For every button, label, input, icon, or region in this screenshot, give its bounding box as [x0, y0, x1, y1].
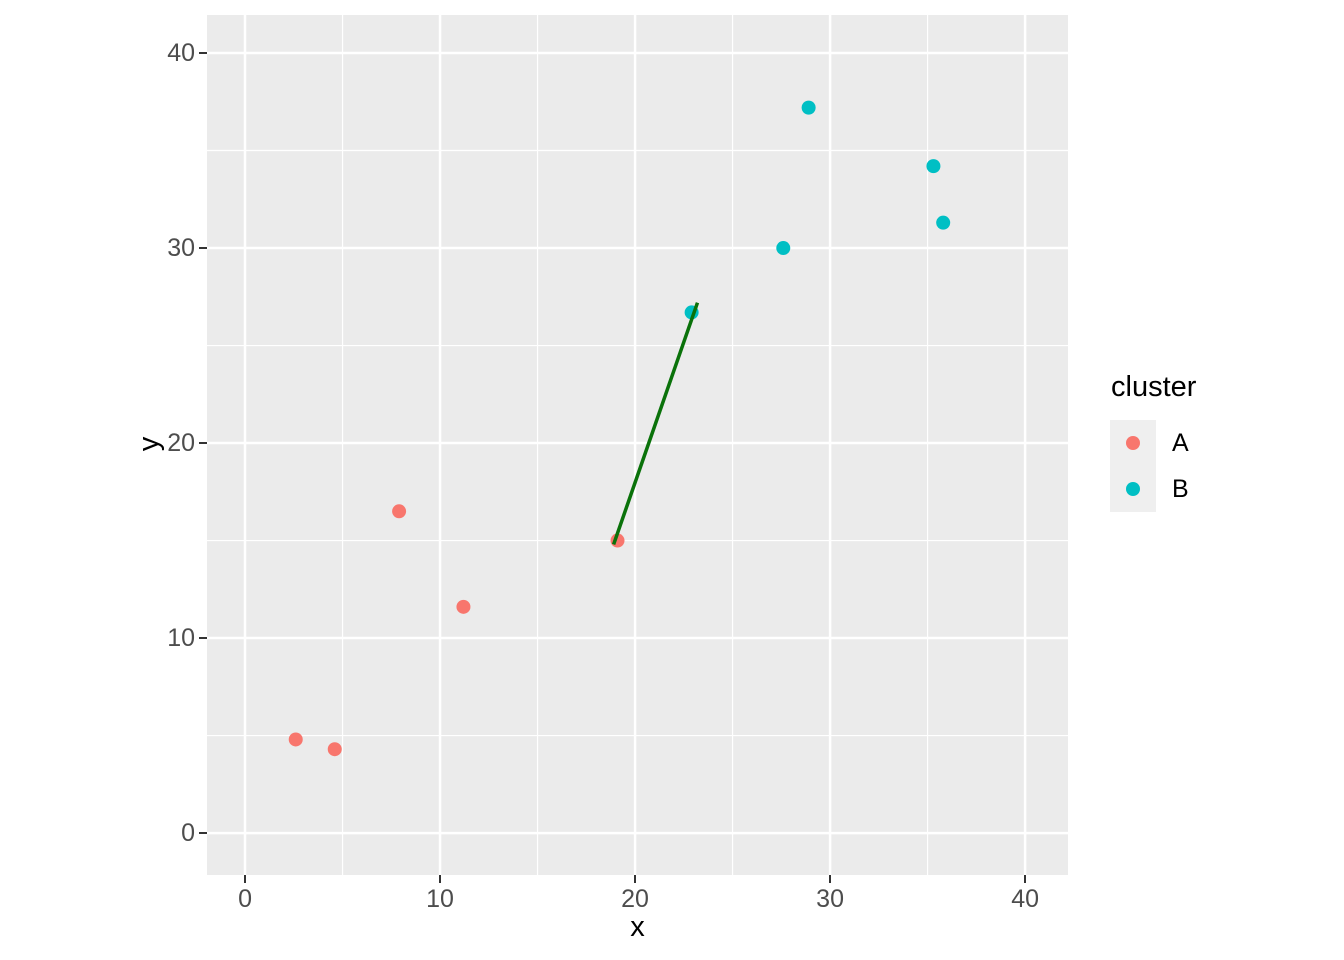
y-tick-label: 40 [167, 39, 195, 68]
panel-background [207, 15, 1068, 875]
legend-title: cluster [1111, 371, 1197, 403]
data-point-a [288, 732, 303, 747]
plot-canvas [207, 15, 1068, 875]
legend-point-icon [1126, 436, 1140, 450]
x-tick-mark [1024, 875, 1027, 883]
legend-label: B [1172, 474, 1189, 503]
y-tick-label: 10 [167, 624, 195, 653]
x-tick-mark [439, 875, 442, 883]
legend-label: A [1172, 428, 1189, 457]
x-axis-title: x [630, 911, 645, 943]
data-point-a [327, 742, 342, 757]
x-tick-label: 20 [621, 885, 649, 913]
y-tick-label: 0 [181, 819, 195, 848]
x-tick-label: 0 [238, 885, 252, 913]
legend-key-box [1110, 420, 1156, 466]
connector-segment [611, 302, 700, 546]
x-tick-mark [244, 875, 247, 883]
y-tick-mark [199, 442, 207, 445]
y-axis-title: y [133, 436, 165, 452]
data-point-b [926, 159, 941, 174]
plot-panel [207, 15, 1068, 875]
data-point-a [456, 599, 471, 614]
legend-key-box [1110, 466, 1156, 512]
data-point-b [776, 241, 791, 256]
y-tick-label: 20 [167, 429, 195, 458]
x-tick-label: 40 [1011, 885, 1039, 913]
legend-entry-a: A [1110, 420, 1196, 466]
x-tick-mark [634, 875, 637, 883]
x-tick-label: 30 [816, 885, 844, 913]
y-tick-mark [199, 637, 207, 640]
x-tick-label: 10 [426, 885, 454, 913]
y-tick-mark [199, 52, 207, 55]
y-tick-label: 30 [167, 234, 195, 263]
y-tick-mark [199, 832, 207, 835]
x-tick-mark [829, 875, 832, 883]
y-tick-mark [199, 247, 207, 250]
legend-point-icon [1126, 482, 1140, 496]
data-point-a [392, 504, 407, 519]
data-point-b [801, 100, 816, 115]
legend-entry-b: B [1110, 466, 1196, 512]
data-point-b [936, 215, 951, 230]
